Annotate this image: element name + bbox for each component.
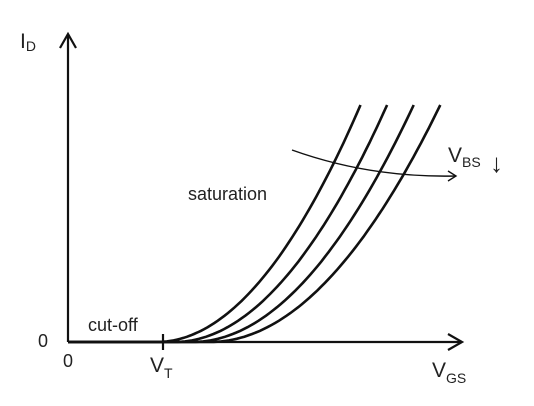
x-axis-arrowhead (447, 333, 465, 351)
y-tick-label-0: 0 (38, 331, 48, 351)
cutoff-label: cut-off (88, 315, 139, 335)
x-axis-label: VGS (432, 359, 466, 386)
x-tick-label-0: 0 (63, 351, 73, 371)
saturation-label: saturation (188, 184, 267, 204)
transfer-curve-4 (68, 104, 442, 344)
vbs-direction-arrow: ↓ (490, 148, 503, 178)
transfer-curve-1 (68, 104, 362, 344)
x-tick-label-vt: VT (150, 354, 173, 381)
curves (68, 104, 442, 344)
y-axis-arrowhead (59, 31, 77, 49)
transfer-curve-3 (68, 104, 415, 344)
vbs-arrow-head (447, 170, 458, 182)
vbs-label: VBS (448, 144, 481, 170)
transfer-curve-2 (68, 104, 389, 344)
y-axis-label: ID (20, 30, 36, 54)
vbs-arrow-curve (291, 149, 457, 177)
